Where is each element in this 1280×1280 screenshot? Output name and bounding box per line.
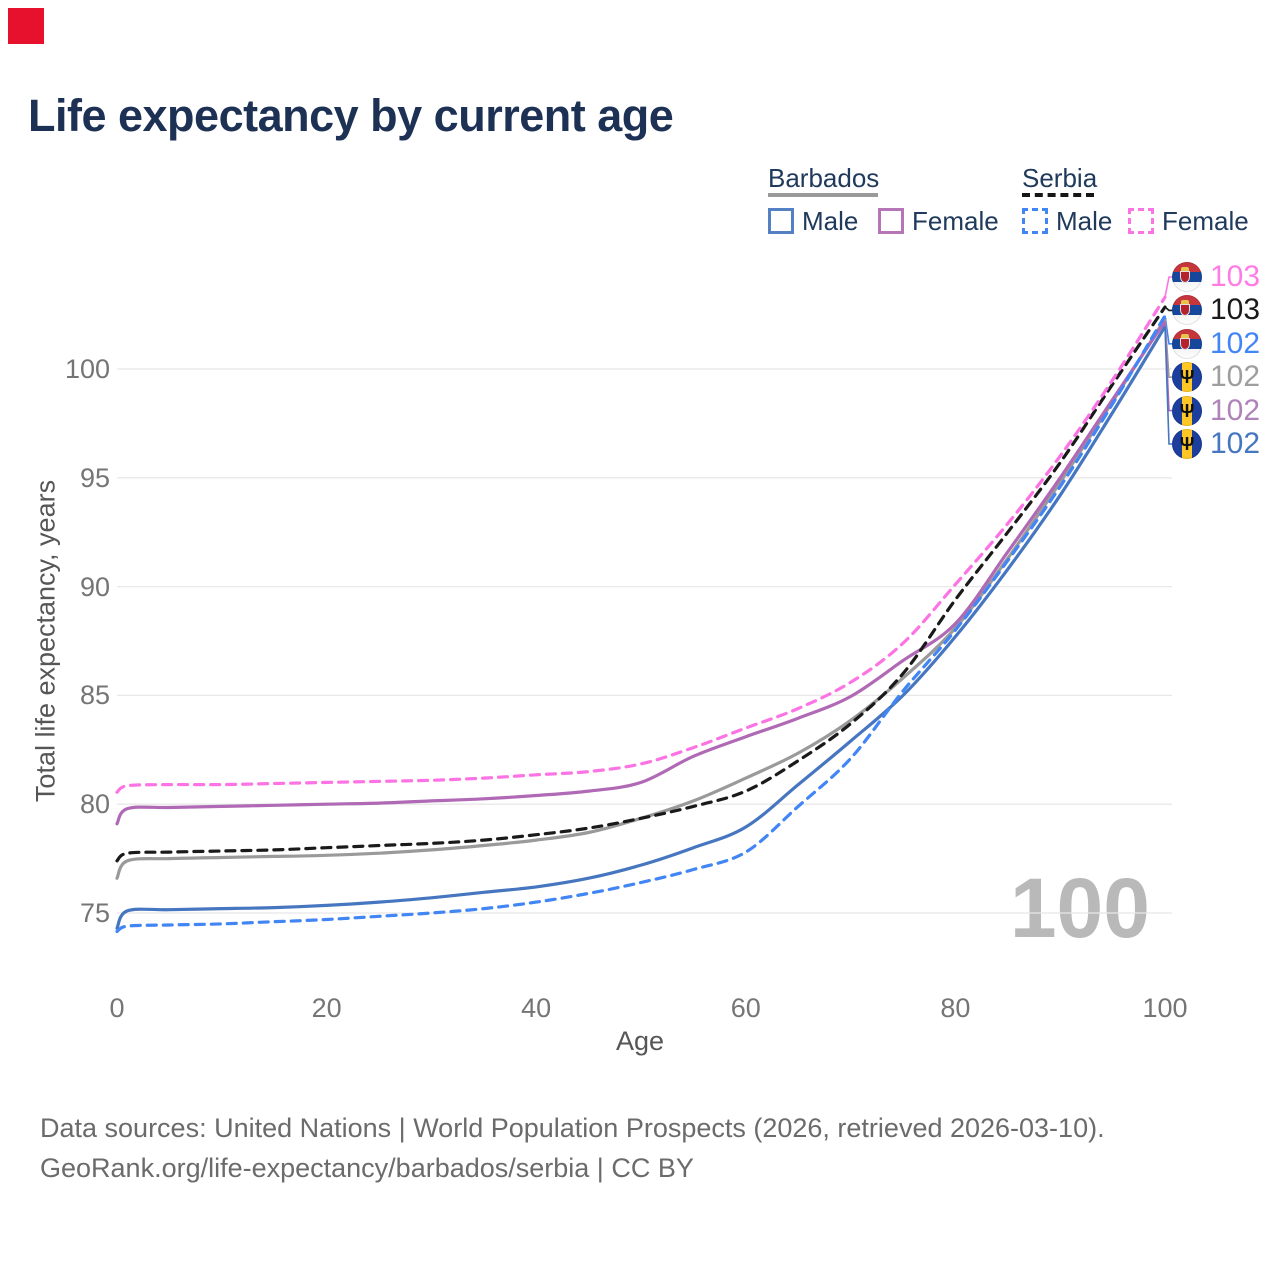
serbia-flag-icon — [1172, 295, 1202, 326]
end-label-value: 102 — [1210, 326, 1261, 360]
y-axis-title: Total life expectancy, years — [30, 479, 61, 803]
end-label-value: 102 — [1210, 393, 1261, 427]
barbados-solid-line-key — [768, 193, 878, 197]
end-label-value: 103 — [1210, 260, 1261, 293]
legend-group-serbia[interactable]: Serbia — [1022, 163, 1098, 193]
series-line-serbia-male[interactable] — [115, 314, 1167, 934]
y-tick-90: 90 — [79, 571, 110, 602]
series-line-barbados-total[interactable] — [115, 317, 1167, 880]
leader-line-barbados-female — [1164, 321, 1172, 412]
leader-line-barbados-male — [1164, 326, 1172, 445]
x-tick-60: 60 — [730, 993, 761, 1023]
legend-label: Female — [912, 206, 999, 236]
end-label-value: 102 — [1210, 427, 1261, 460]
footer-link[interactable]: GeoRank.org/life-expectancy/barbados/ser… — [40, 1153, 694, 1183]
x-axis-title: Age — [615, 1026, 665, 1056]
x-tick-80: 80 — [940, 993, 971, 1023]
series-line-serbia-female[interactable] — [115, 295, 1167, 794]
age-counter-watermark: 100 — [1009, 861, 1150, 955]
legend-group-barbados[interactable]: Barbados — [768, 163, 880, 193]
barbados-female-swatch-icon — [878, 208, 904, 234]
series-line-barbados-male[interactable] — [115, 325, 1167, 930]
legend-label: Male — [1056, 206, 1113, 236]
leader-line-serbia-female — [1164, 276, 1172, 298]
serbia-flag-icon — [1172, 328, 1202, 359]
y-tick-80: 80 — [79, 789, 110, 820]
barbados-flag-icon: Ψ — [1172, 429, 1202, 459]
y-tick-100: 100 — [64, 354, 110, 384]
x-tick-40: 40 — [521, 993, 552, 1023]
barbados-flag-icon: Ψ — [1172, 395, 1202, 426]
x-tick-20: 20 — [311, 993, 342, 1023]
serbia-flag-icon — [1172, 262, 1202, 292]
barbados-flag-icon: Ψ — [1172, 362, 1202, 393]
end-label-value: 103 — [1210, 293, 1261, 327]
end-label-value: 102 — [1210, 360, 1261, 394]
y-tick-95: 95 — [79, 462, 110, 493]
x-tick-0: 0 — [109, 993, 125, 1023]
footer: Data sources: United Nations | World Pop… — [40, 1108, 1105, 1188]
footer-sources: Data sources: United Nations | World Pop… — [40, 1113, 1105, 1143]
serbia-female-swatch-icon — [1128, 208, 1154, 234]
legend-label: Female — [1162, 206, 1249, 236]
legend-item-serbia-male[interactable]: Male — [1022, 206, 1132, 236]
x-tick-100: 100 — [1142, 993, 1188, 1023]
legend-item-barbados-male[interactable]: Male — [768, 206, 878, 236]
serbia-dashed-line-key — [1022, 193, 1094, 197]
legend-item-serbia-female[interactable]: Female — [1128, 206, 1249, 236]
series-line-serbia-total[interactable] — [115, 305, 1167, 863]
brand-logo — [8, 8, 44, 44]
legend-label: Male — [802, 206, 859, 236]
serbia-male-swatch-icon — [1022, 208, 1048, 234]
y-tick-85: 85 — [79, 680, 110, 711]
series-line-barbados-female[interactable] — [115, 319, 1167, 826]
page-title: Life expectancy by current age — [28, 90, 674, 141]
legend-item-barbados-female[interactable]: Female — [878, 206, 999, 236]
barbados-male-swatch-icon — [768, 208, 794, 234]
y-tick-75: 75 — [79, 898, 110, 928]
